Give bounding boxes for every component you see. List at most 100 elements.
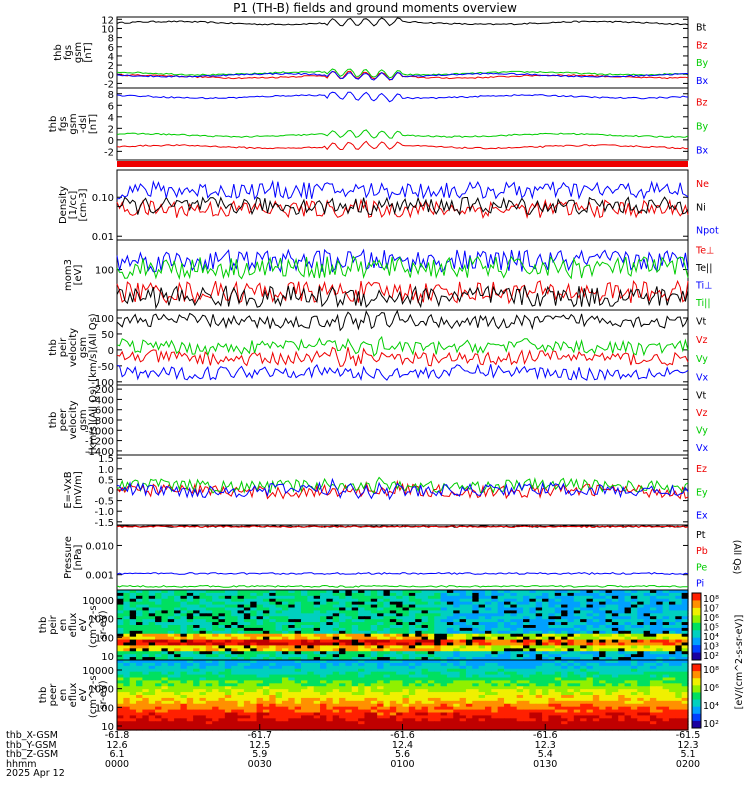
heatmap-cell [300, 610, 308, 614]
heatmap-cell [523, 660, 530, 664]
heatmap-cell [117, 636, 124, 641]
heatmap-cell [256, 674, 264, 679]
heatmap-cell [345, 686, 353, 690]
heatmap-cell [186, 622, 194, 626]
heatmap-cell [529, 703, 537, 708]
heatmap-cell [243, 604, 251, 609]
heatmap-cell [326, 665, 334, 670]
heatmap-cell [262, 689, 270, 693]
heatmap-cell [161, 660, 169, 664]
heatmap-cell [637, 692, 645, 696]
heatmap-cell [129, 724, 137, 728]
panel-3-series-Npot [116, 179, 689, 201]
heatmap-cell [675, 648, 683, 652]
heatmap-cell [117, 662, 124, 667]
heatmap-cell [294, 610, 302, 614]
heatmap-cell [624, 610, 632, 614]
heatmap-cell [421, 630, 429, 635]
heatmap-cell [186, 604, 194, 609]
heatmap-cell [174, 622, 182, 626]
heatmap-cell [262, 692, 270, 696]
heatmap-cell [675, 651, 683, 655]
heatmap-cell [237, 619, 245, 623]
heatmap-cell [136, 718, 143, 722]
heatmap-cell [554, 703, 562, 708]
heatmap-cell [535, 700, 543, 705]
heatmap-cell [567, 674, 575, 679]
heatmap-cell [345, 712, 353, 717]
heatmap-cell [199, 645, 207, 649]
heatmap-cell [117, 680, 124, 684]
heatmap-cell [618, 651, 626, 655]
heatmap-cell [167, 680, 175, 684]
heatmap-cell [136, 689, 143, 693]
heatmap-cell [427, 671, 435, 676]
heatmap-cell [256, 616, 264, 620]
heatmap-cell [351, 695, 359, 699]
heatmap-cell [396, 700, 404, 705]
heatmap-cell [123, 636, 131, 641]
heatmap-cell [472, 627, 480, 632]
panel-8-series-Pb [116, 525, 689, 529]
heatmap-cell [193, 592, 201, 597]
heatmap-cell [256, 604, 264, 609]
heatmap-cell [339, 657, 346, 661]
heatmap-cell [332, 677, 340, 682]
heatmap-cell [592, 695, 600, 699]
heatmap-cell [269, 695, 277, 699]
heatmap-cell [408, 648, 416, 652]
heatmap-cell [681, 595, 689, 600]
heatmap-cell [161, 610, 169, 614]
heatmap-cell [193, 662, 201, 667]
heatmap-cell [364, 598, 372, 603]
heatmap-cell [605, 590, 613, 594]
heatmap-cell [510, 601, 518, 606]
heatmap-cell [218, 636, 226, 641]
heatmap-cell [123, 703, 131, 708]
heatmap-cell [484, 660, 492, 664]
heatmap-cell [542, 616, 550, 620]
heatmap-cell [453, 689, 461, 693]
heatmap-cell [396, 712, 404, 717]
heatmap-cell [358, 622, 366, 626]
heatmap-cell [440, 724, 448, 728]
heatmap-cell [250, 677, 258, 682]
heatmap-cell [446, 668, 454, 673]
heatmap-cell [554, 592, 562, 597]
heatmap-cell [592, 654, 600, 658]
legend-Bx: Bx [696, 145, 709, 156]
heatmap-cell [523, 616, 530, 620]
heatmap-cell [415, 651, 423, 655]
heatmap-cell [592, 590, 600, 594]
heatmap-cell [351, 703, 359, 708]
heatmap-cell [618, 697, 626, 702]
panel-10-ytick-label: 100 [95, 703, 114, 714]
heatmap-cell [510, 598, 518, 603]
heatmap-cell [326, 616, 334, 620]
heatmap-cell [269, 674, 277, 679]
heatmap-cell [446, 721, 454, 725]
heatmap-cell [262, 636, 270, 641]
heatmap-cell [523, 668, 530, 673]
heatmap-cell [339, 706, 346, 711]
heatmap-cell [117, 648, 124, 652]
heatmap-cell [459, 695, 467, 699]
heatmap-cell [402, 625, 410, 629]
heatmap-cell [256, 683, 264, 687]
heatmap-cell [497, 657, 505, 661]
heatmap-cell [649, 651, 657, 655]
heatmap-cell [256, 651, 264, 655]
heatmap-cell [117, 709, 124, 714]
heatmap-cell [174, 677, 182, 682]
heatmap-cell [548, 686, 556, 690]
heatmap-cell [243, 695, 251, 699]
heatmap-cell [148, 630, 156, 635]
heatmap-cell [345, 651, 353, 655]
legend-Bt: Bt [696, 23, 707, 34]
heatmap-cell [611, 604, 619, 609]
heatmap-cell [675, 598, 683, 603]
heatmap-cell [402, 662, 410, 667]
heatmap-cell [504, 709, 511, 714]
heatmap-cell [618, 639, 626, 644]
heatmap-cell [535, 692, 543, 696]
